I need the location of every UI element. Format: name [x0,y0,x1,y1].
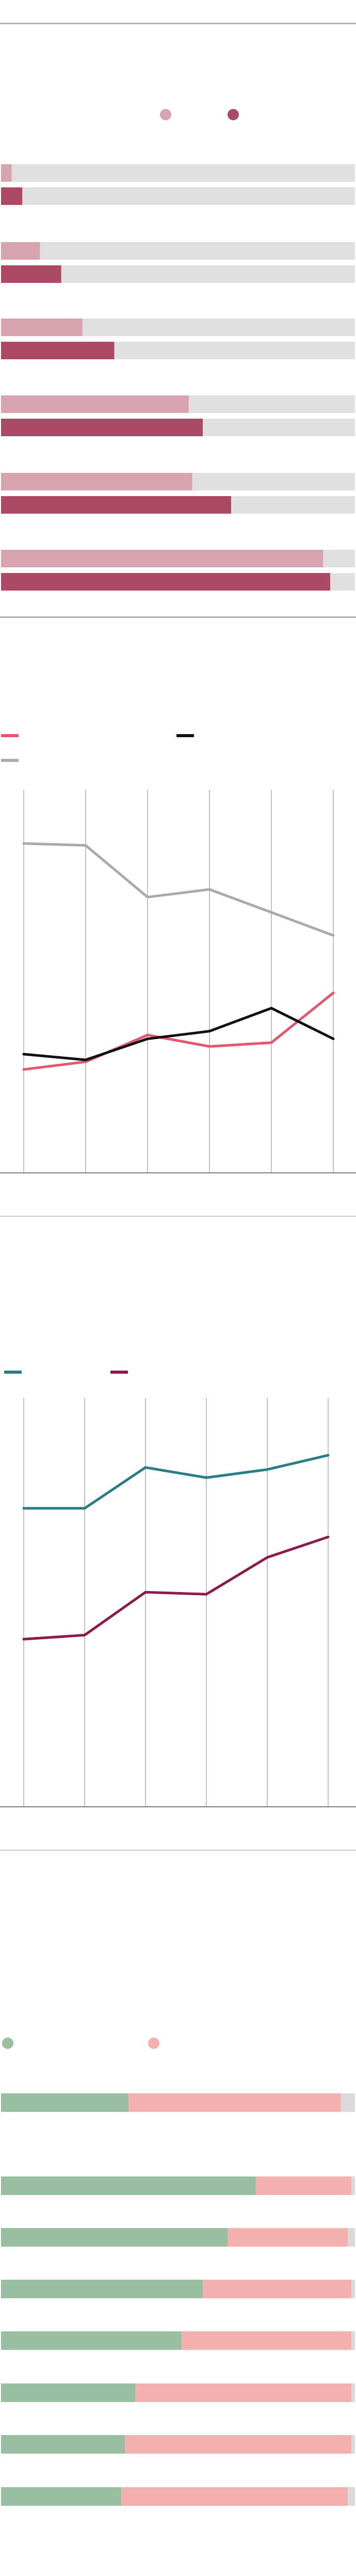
chart4-bar-segment [351,2176,355,2195]
chart1-bar-track [1,242,355,260]
chart4-bar-segment [1,2383,136,2402]
chart4-bar-segment [348,2228,355,2247]
chart1-bar [1,395,189,413]
chart1-bar [1,187,23,205]
chart4-bar-segment [351,2435,355,2454]
chart1-bars [1,164,355,591]
chart4-bar-segment [1,2487,122,2506]
chart3-legend-marker-2 [110,1371,128,1374]
section-divider-1 [0,616,356,618]
chart3-series-line [22,1535,330,1641]
chart1-bar [1,419,203,436]
chart4-legend-marker-1 [2,2038,13,2049]
chart1-bar-track [1,164,355,182]
chart4-bar-segment [1,2331,182,2350]
chart1-bar [1,242,40,260]
chart2-legend-marker-3 [1,759,19,762]
chart4-bar-segment [341,2093,355,2112]
chart4-bar-segment [351,2383,355,2402]
chart4-legend-marker-2 [148,2038,159,2049]
chart1-bar [1,550,323,567]
chart1-bar [1,319,83,336]
chart2-series-line [22,1007,335,1061]
chart3-legend-marker-1 [4,1371,22,1374]
chart1-bar [1,573,330,591]
chart1-legend-marker-2 [228,109,239,120]
chart1-bar [1,265,61,283]
chart4-bar-segment [1,2280,203,2298]
chart4-bar-segment [351,2280,355,2298]
section-divider-2 [0,1216,356,1217]
chart4-bar-segment [125,2435,352,2454]
chart4-bar-segment [255,2176,352,2195]
chart2-lines [0,790,356,1173]
chart2-legend-marker-1 [1,734,19,737]
chart4-bar-segment [1,2435,125,2454]
chart2-series-line [22,842,335,937]
chart4-bar-segment [203,2280,352,2298]
chart4-bar-segment [128,2093,341,2112]
chart4-bar-segment [1,2176,256,2195]
section-divider-3 [0,1850,356,1851]
chart3-series-line [22,1454,330,1510]
chart4-bar-segment [181,2331,352,2350]
chart4-bar-segment [1,2093,128,2112]
chart4-bar-segment [228,2228,348,2247]
chart2-legend-marker-2 [176,734,194,737]
chart4-bar-segment [135,2383,352,2402]
chart4-bar-segment [1,2228,228,2247]
chart1-bar [1,164,12,182]
chart1-legend-marker-1 [160,109,171,120]
chart4-bar-segment [121,2487,348,2506]
chart4-bar-segment [351,2331,355,2350]
chart1-bar [1,496,231,514]
chart2-series-line [22,991,335,1071]
chart4-bar-segment [348,2487,355,2506]
chart1-bar [1,473,192,490]
chart1-bar-track [1,187,355,205]
chart1-bar [1,342,115,359]
chart3-lines [0,1398,356,1807]
top-divider [0,23,356,24]
